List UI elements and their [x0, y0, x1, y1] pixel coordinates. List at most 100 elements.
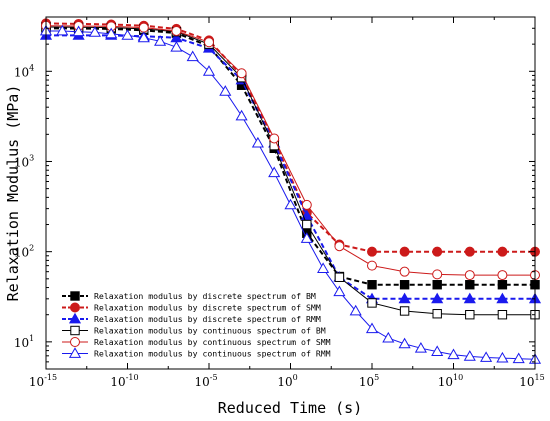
series-1: [41, 23, 540, 290]
series-line: [45, 22, 535, 253]
data-point: [497, 280, 508, 290]
data-point: [465, 280, 475, 290]
x-tick-label: 1015: [519, 373, 544, 389]
data-point: [497, 270, 508, 281]
series-line: [45, 25, 535, 276]
data-point: [496, 292, 509, 304]
data-point: [497, 310, 508, 320]
y-tick-label: 102: [14, 244, 34, 260]
data-point: [447, 348, 460, 360]
x-tick-label: 105: [359, 373, 379, 389]
x-tick-label: 10-5: [194, 373, 217, 389]
series-layer: [39, 18, 542, 364]
data-point: [105, 27, 118, 39]
series-2: [41, 18, 540, 257]
data-point: [284, 198, 297, 210]
data-point: [480, 351, 493, 362]
data-point: [465, 310, 475, 320]
x-axis-title: Reduced Time (s): [218, 399, 363, 417]
series-line: [46, 34, 535, 300]
legend-entry: Relaxation modulus by discrete spectrum …: [62, 291, 316, 301]
legend-label: Relaxation modulus by discrete spectrum …: [94, 291, 316, 301]
data-point: [138, 22, 149, 33]
legend-label: Relaxation modulus by discrete spectrum …: [94, 303, 321, 313]
legend-marker: [70, 291, 80, 301]
data-point: [367, 246, 377, 257]
data-point: [219, 85, 232, 96]
data-point: [251, 136, 264, 148]
series-3: [39, 29, 542, 304]
legend-label: Relaxation modulus by continuous spectru…: [94, 337, 331, 347]
data-point: [235, 109, 248, 121]
data-point: [121, 29, 134, 40]
data-point: [269, 133, 280, 144]
data-point: [236, 68, 247, 79]
data-point: [432, 280, 442, 290]
data-point: [432, 309, 442, 319]
legend-entry: Relaxation modulus by discrete spectrum …: [62, 312, 321, 324]
series-6: [39, 24, 542, 364]
data-point: [268, 166, 281, 178]
y-tick-label: 101: [14, 334, 34, 350]
data-point: [463, 350, 476, 361]
legend-entry: Relaxation modulus by continuous spectru…: [62, 326, 326, 336]
data-point: [464, 270, 475, 281]
data-point: [367, 298, 377, 308]
data-point: [464, 246, 475, 257]
data-point: [72, 25, 85, 37]
legend-marker: [68, 312, 82, 324]
data-point: [301, 199, 312, 210]
data-point: [300, 232, 313, 243]
legend-marker: [70, 302, 80, 313]
legend-entry: Relaxation modulus by continuous spectru…: [62, 347, 331, 359]
data-point: [186, 50, 199, 62]
data-point: [496, 351, 509, 363]
data-point: [497, 246, 508, 257]
data-point: [463, 292, 476, 304]
data-point: [302, 219, 312, 230]
x-tick-label: 1010: [438, 373, 463, 389]
legend-marker: [68, 347, 82, 358]
data-point: [170, 40, 183, 52]
data-point: [431, 345, 444, 356]
data-point: [512, 352, 525, 364]
data-point: [398, 337, 411, 349]
y-axis-title: Relaxation Modulus (MPa): [4, 85, 22, 302]
data-point: [334, 241, 345, 252]
series-line: [45, 27, 535, 286]
data-point: [432, 269, 443, 280]
data-point: [398, 292, 411, 304]
series-line: [45, 26, 535, 316]
legend: Relaxation modulus by discrete spectrum …: [62, 291, 331, 359]
data-point: [367, 280, 377, 290]
data-point: [317, 262, 330, 273]
data-point: [202, 65, 216, 76]
data-point: [365, 322, 379, 334]
data-point: [414, 342, 427, 353]
data-point: [333, 285, 346, 297]
data-point: [399, 266, 410, 277]
legend-entry: Relaxation modulus by discrete spectrum …: [62, 302, 321, 313]
data-point: [399, 246, 410, 257]
data-point: [432, 246, 443, 257]
legend-label: Relaxation modulus by continuous spectru…: [94, 326, 326, 336]
legend-label: Relaxation modulus by discrete spectrum …: [94, 314, 321, 324]
legend-label: Relaxation modulus by continuous spectru…: [94, 349, 331, 359]
data-point: [56, 24, 69, 36]
x-tick-label: 10-10: [110, 373, 138, 389]
legend-marker: [70, 325, 80, 336]
ticks-layer: 10-15 10-10 10-5 100 105 1010 1015 101 102 103 104: [14, 16, 545, 389]
data-point: [399, 306, 410, 316]
data-point: [137, 31, 150, 43]
data-point: [88, 26, 101, 37]
data-point: [382, 331, 395, 343]
y-tick-label: 104: [14, 63, 34, 79]
data-point: [154, 35, 167, 46]
data-point: [367, 260, 377, 271]
data-point: [349, 304, 362, 316]
data-point: [399, 280, 410, 290]
data-point: [334, 272, 345, 282]
series-5: [41, 20, 540, 281]
data-point: [204, 37, 214, 48]
